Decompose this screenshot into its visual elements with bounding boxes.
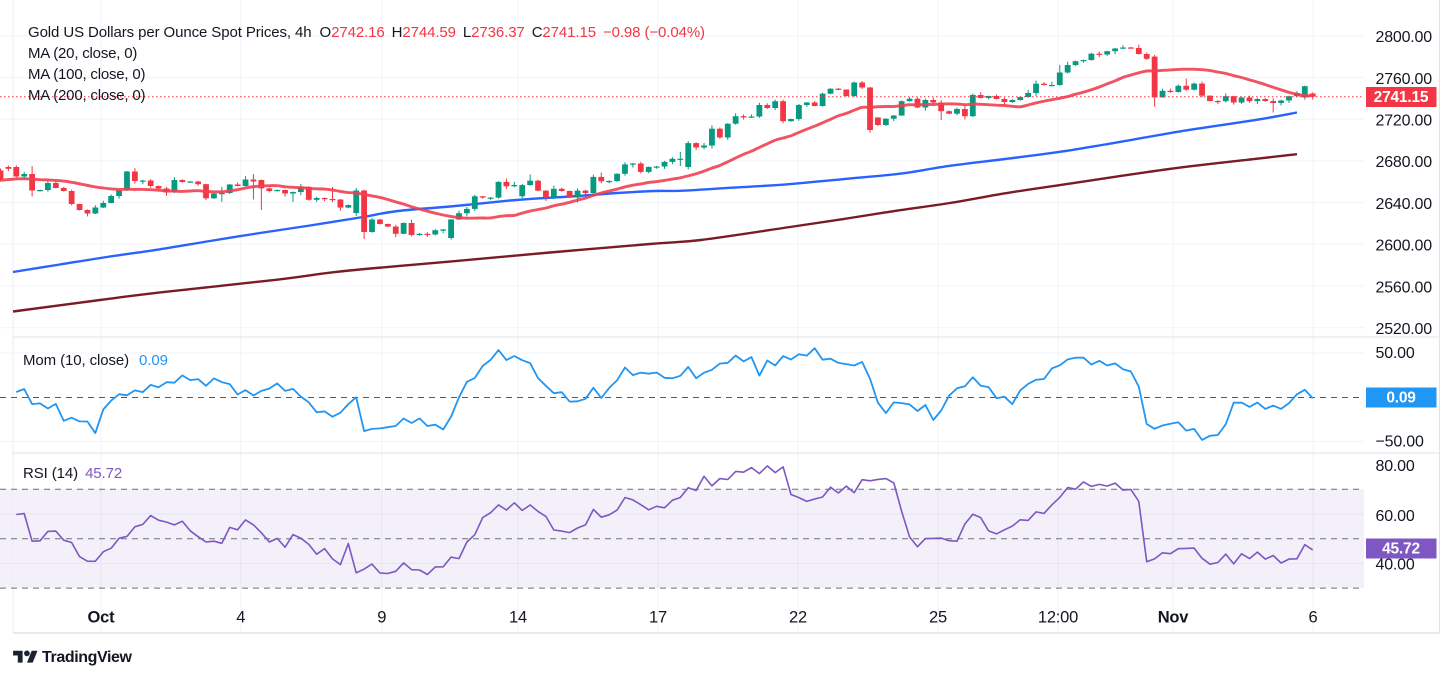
svg-text:MA (20, close, 0): MA (20, close, 0) bbox=[28, 45, 137, 62]
svg-text:14: 14 bbox=[509, 609, 527, 627]
svg-text:2680.00: 2680.00 bbox=[1376, 154, 1433, 171]
svg-text:80.00: 80.00 bbox=[1376, 458, 1415, 475]
svg-text:2800.00: 2800.00 bbox=[1376, 29, 1433, 46]
svg-text:TradingView: TradingView bbox=[42, 649, 133, 666]
svg-text:Gold US Dollars per Ounce Spot: Gold US Dollars per Ounce Spot Prices, 4… bbox=[28, 24, 705, 41]
svg-text:50.00: 50.00 bbox=[1376, 345, 1415, 362]
svg-text:4: 4 bbox=[236, 609, 245, 627]
svg-text:Mom (10, close)0.09: Mom (10, close) 0.09 bbox=[23, 352, 168, 369]
svg-text:45.72: 45.72 bbox=[1382, 541, 1420, 558]
svg-text:MA (100, close, 0): MA (100, close, 0) bbox=[28, 66, 145, 83]
svg-text:17: 17 bbox=[649, 609, 667, 627]
svg-text:2560.00: 2560.00 bbox=[1376, 279, 1433, 296]
svg-text:2720.00: 2720.00 bbox=[1376, 113, 1433, 130]
svg-text:40.00: 40.00 bbox=[1376, 557, 1415, 574]
svg-text:2760.00: 2760.00 bbox=[1376, 71, 1433, 88]
svg-text:0.09: 0.09 bbox=[1386, 390, 1416, 407]
svg-text:22: 22 bbox=[789, 609, 807, 627]
svg-text:2600.00: 2600.00 bbox=[1376, 238, 1433, 255]
svg-text:60.00: 60.00 bbox=[1376, 508, 1415, 525]
svg-text:12:00: 12:00 bbox=[1038, 609, 1078, 627]
svg-text:2520.00: 2520.00 bbox=[1376, 321, 1433, 338]
svg-text:2741.15: 2741.15 bbox=[1374, 89, 1429, 106]
svg-text:RSI (14)45.72: RSI (14) 45.72 bbox=[23, 465, 122, 482]
svg-text:MA (200, close, 0): MA (200, close, 0) bbox=[28, 87, 145, 104]
svg-text:9: 9 bbox=[377, 609, 386, 627]
svg-text:2640.00: 2640.00 bbox=[1376, 196, 1433, 213]
svg-text:6: 6 bbox=[1309, 609, 1318, 627]
svg-text:Nov: Nov bbox=[1158, 609, 1190, 627]
svg-text:Oct: Oct bbox=[88, 609, 116, 627]
svg-text:25: 25 bbox=[929, 609, 947, 627]
svg-text:−50.00: −50.00 bbox=[1376, 434, 1424, 451]
